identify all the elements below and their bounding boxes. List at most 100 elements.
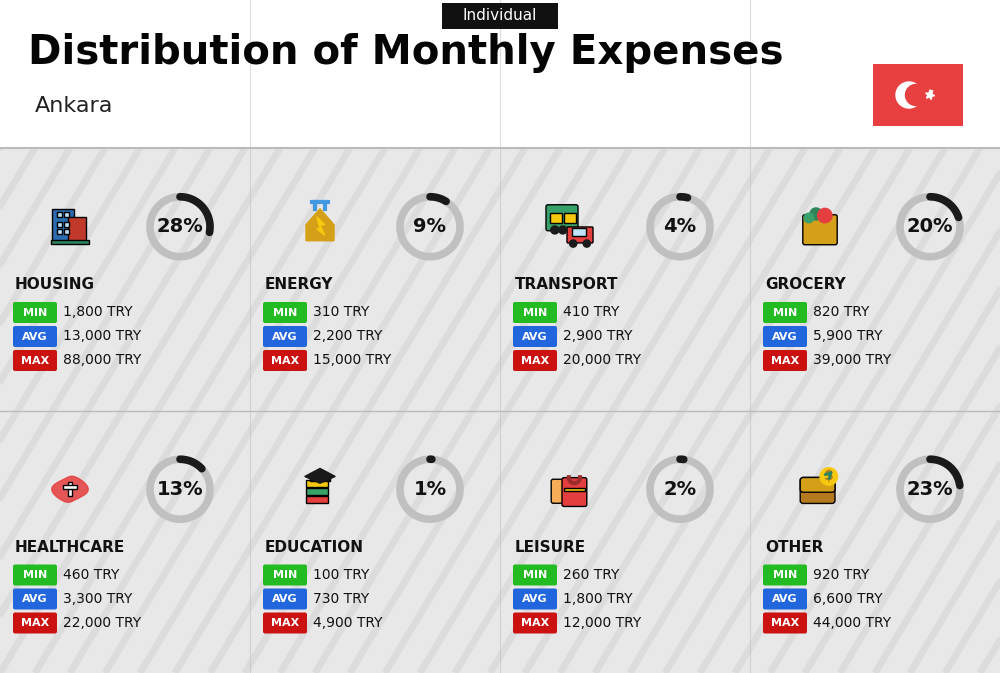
- FancyBboxPatch shape: [13, 350, 57, 371]
- Polygon shape: [306, 209, 334, 241]
- Text: 6,600 TRY: 6,600 TRY: [813, 592, 883, 606]
- Polygon shape: [926, 90, 935, 100]
- FancyBboxPatch shape: [263, 302, 307, 323]
- Text: 44,000 TRY: 44,000 TRY: [813, 616, 891, 630]
- Circle shape: [810, 208, 822, 220]
- Text: 9%: 9%: [414, 217, 446, 236]
- Text: 23%: 23%: [907, 480, 953, 499]
- Text: $: $: [824, 470, 834, 483]
- Text: MAX: MAX: [771, 355, 799, 365]
- FancyBboxPatch shape: [564, 488, 585, 491]
- Text: 39,000 TRY: 39,000 TRY: [813, 353, 891, 367]
- FancyBboxPatch shape: [263, 612, 307, 633]
- Text: 15,000 TRY: 15,000 TRY: [313, 353, 391, 367]
- Text: 2%: 2%: [663, 480, 697, 499]
- Text: Individual: Individual: [463, 9, 537, 24]
- Text: MIN: MIN: [273, 570, 297, 580]
- FancyBboxPatch shape: [550, 213, 562, 223]
- FancyBboxPatch shape: [800, 477, 835, 503]
- Polygon shape: [52, 476, 88, 502]
- FancyBboxPatch shape: [0, 0, 1000, 148]
- FancyBboxPatch shape: [513, 565, 557, 586]
- Text: 4%: 4%: [663, 217, 697, 236]
- FancyBboxPatch shape: [763, 326, 807, 347]
- Text: 5,900 TRY: 5,900 TRY: [813, 330, 883, 343]
- Text: AVG: AVG: [772, 332, 798, 341]
- FancyBboxPatch shape: [873, 64, 963, 126]
- Text: 88,000 TRY: 88,000 TRY: [63, 353, 141, 367]
- Text: EDUCATION: EDUCATION: [265, 540, 364, 555]
- Text: TRANSPORT: TRANSPORT: [515, 277, 618, 292]
- Text: Ankara: Ankara: [35, 96, 113, 116]
- Text: MAX: MAX: [271, 355, 299, 365]
- Text: LEISURE: LEISURE: [515, 540, 586, 555]
- Text: MIN: MIN: [523, 308, 547, 318]
- Text: MAX: MAX: [521, 618, 549, 628]
- FancyBboxPatch shape: [306, 496, 328, 503]
- FancyBboxPatch shape: [263, 350, 307, 371]
- FancyBboxPatch shape: [513, 612, 557, 633]
- FancyBboxPatch shape: [763, 612, 807, 633]
- Text: AVG: AVG: [272, 332, 298, 341]
- Text: MIN: MIN: [23, 570, 47, 580]
- FancyBboxPatch shape: [310, 474, 330, 481]
- FancyBboxPatch shape: [57, 222, 62, 227]
- Text: 12,000 TRY: 12,000 TRY: [563, 616, 641, 630]
- Text: 730 TRY: 730 TRY: [313, 592, 369, 606]
- FancyBboxPatch shape: [13, 612, 57, 633]
- FancyBboxPatch shape: [546, 205, 578, 231]
- Text: 260 TRY: 260 TRY: [563, 568, 619, 582]
- FancyBboxPatch shape: [68, 483, 72, 497]
- Polygon shape: [305, 468, 335, 483]
- Circle shape: [559, 226, 567, 234]
- Circle shape: [570, 240, 577, 247]
- Text: 100 TRY: 100 TRY: [313, 568, 369, 582]
- Circle shape: [583, 240, 590, 247]
- FancyBboxPatch shape: [513, 350, 557, 371]
- FancyBboxPatch shape: [513, 588, 557, 610]
- Text: MIN: MIN: [773, 308, 797, 318]
- Text: 2,200 TRY: 2,200 TRY: [313, 330, 382, 343]
- FancyBboxPatch shape: [572, 228, 586, 236]
- Circle shape: [820, 468, 838, 485]
- Text: MAX: MAX: [21, 355, 49, 365]
- Circle shape: [818, 209, 832, 223]
- Text: MIN: MIN: [23, 308, 47, 318]
- FancyBboxPatch shape: [567, 227, 593, 243]
- FancyBboxPatch shape: [306, 480, 328, 487]
- FancyBboxPatch shape: [63, 485, 77, 489]
- Text: AVG: AVG: [522, 332, 548, 341]
- Text: ENERGY: ENERGY: [265, 277, 334, 292]
- Circle shape: [804, 213, 814, 223]
- FancyBboxPatch shape: [51, 240, 89, 244]
- FancyBboxPatch shape: [13, 302, 57, 323]
- FancyBboxPatch shape: [306, 488, 328, 495]
- Text: 920 TRY: 920 TRY: [813, 568, 869, 582]
- Circle shape: [896, 82, 922, 108]
- FancyBboxPatch shape: [64, 229, 69, 234]
- FancyBboxPatch shape: [763, 302, 807, 323]
- Text: 13%: 13%: [157, 480, 203, 499]
- Text: HEALTHCARE: HEALTHCARE: [15, 540, 125, 555]
- FancyBboxPatch shape: [442, 3, 558, 29]
- FancyBboxPatch shape: [763, 588, 807, 610]
- Text: MIN: MIN: [273, 308, 297, 318]
- Text: 1,800 TRY: 1,800 TRY: [63, 306, 133, 320]
- FancyBboxPatch shape: [52, 209, 74, 243]
- Text: MAX: MAX: [21, 618, 49, 628]
- Text: Distribution of Monthly Expenses: Distribution of Monthly Expenses: [28, 33, 784, 73]
- FancyBboxPatch shape: [13, 588, 57, 610]
- Text: MIN: MIN: [773, 570, 797, 580]
- FancyBboxPatch shape: [13, 326, 57, 347]
- Text: 20%: 20%: [907, 217, 953, 236]
- FancyBboxPatch shape: [263, 565, 307, 586]
- FancyBboxPatch shape: [0, 148, 1000, 673]
- Text: 2,900 TRY: 2,900 TRY: [563, 330, 633, 343]
- FancyBboxPatch shape: [564, 213, 576, 223]
- Text: 310 TRY: 310 TRY: [313, 306, 369, 320]
- FancyBboxPatch shape: [263, 588, 307, 610]
- FancyBboxPatch shape: [513, 302, 557, 323]
- Text: AVG: AVG: [772, 594, 798, 604]
- Text: AVG: AVG: [22, 594, 48, 604]
- Text: HOUSING: HOUSING: [15, 277, 95, 292]
